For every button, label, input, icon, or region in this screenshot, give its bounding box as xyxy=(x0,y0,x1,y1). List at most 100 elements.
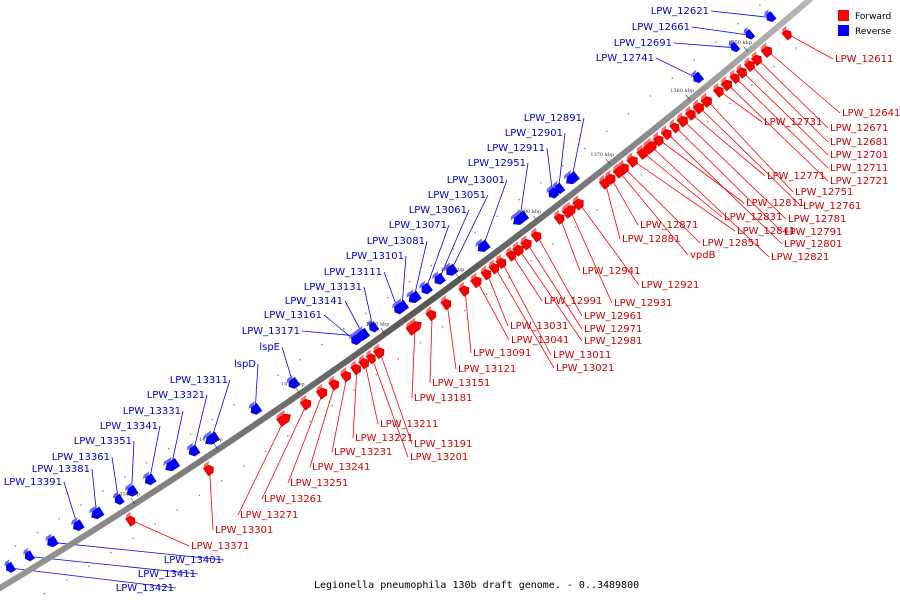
forward-gene[interactable] xyxy=(504,246,518,262)
reverse-gene[interactable] xyxy=(43,533,59,548)
track-marker xyxy=(729,102,731,105)
reverse-gene[interactable] xyxy=(161,456,181,474)
forward-gene[interactable] xyxy=(339,367,353,383)
forward-gene[interactable] xyxy=(327,375,341,391)
forward-gene[interactable] xyxy=(560,200,578,219)
reverse-gene[interactable] xyxy=(88,505,105,522)
forward-gene-label: LPW_13271 xyxy=(240,510,298,521)
forward-gene[interactable] xyxy=(469,272,484,289)
reverse-gene[interactable] xyxy=(545,185,560,200)
forward-gene[interactable] xyxy=(759,42,774,59)
track-marker xyxy=(110,551,112,554)
forward-gene[interactable] xyxy=(659,125,674,141)
reverse-gene[interactable] xyxy=(123,483,139,499)
reverse-gene-label: LPW_13391 xyxy=(4,477,62,488)
reverse-gene-label: LPW_12741 xyxy=(596,53,654,64)
forward-gene[interactable] xyxy=(364,349,378,365)
forward-gene[interactable] xyxy=(603,169,618,186)
forward-gene[interactable] xyxy=(529,227,543,243)
reverse-gene[interactable] xyxy=(2,559,16,574)
reverse-gene[interactable] xyxy=(285,375,301,391)
forward-gene[interactable] xyxy=(124,511,137,527)
forward-gene[interactable] xyxy=(487,259,501,275)
reverse-gene[interactable] xyxy=(509,208,530,227)
tick-label: 1380 kbp xyxy=(518,209,542,215)
reverse-gene[interactable] xyxy=(365,319,380,334)
forward-gene[interactable] xyxy=(479,265,493,281)
forward-gene[interactable] xyxy=(780,25,794,41)
reverse-gene[interactable] xyxy=(473,237,491,254)
forward-gene[interactable] xyxy=(675,111,690,128)
track-marker xyxy=(145,462,148,464)
forward-gene[interactable] xyxy=(275,409,293,427)
forward-gene[interactable] xyxy=(699,92,714,109)
reverse-gene[interactable] xyxy=(430,271,446,287)
reverse-gene[interactable] xyxy=(111,491,125,507)
tick-mark xyxy=(213,443,219,450)
forward-gene[interactable] xyxy=(315,383,330,400)
forward-gene[interactable] xyxy=(457,281,471,297)
forward-gene[interactable] xyxy=(357,354,371,370)
gene-labels: LPW_12621 LPW_12661 LPW_12691 LPW_12741 LPW_… xyxy=(4,6,900,594)
forward-gene[interactable] xyxy=(571,194,586,211)
forward-gene-label: LPW_12991 xyxy=(544,296,602,307)
reverse-gene[interactable] xyxy=(141,471,157,487)
forward-gene-label: LPW_12881 xyxy=(622,234,680,245)
reverse-gene[interactable] xyxy=(390,301,405,316)
forward-gene[interactable] xyxy=(742,56,757,72)
reverse-gene[interactable] xyxy=(405,289,422,306)
reverse-gene-label: LPW_13061 xyxy=(409,205,467,216)
reverse-gene-label: lspE xyxy=(259,342,280,353)
forward-gene-label: LPW_13221 xyxy=(355,433,413,444)
forward-gene[interactable] xyxy=(552,209,566,225)
forward-gene-label: LPW_13211 xyxy=(380,419,438,430)
track-marker xyxy=(441,326,444,328)
forward-gene-label: LPW_12811 xyxy=(746,198,804,209)
forward-gene[interactable] xyxy=(734,63,749,79)
forward-gene-label: LPW_12701 xyxy=(830,150,888,161)
reverse-gene-label: LPW_13071 xyxy=(389,220,447,231)
forward-gene[interactable] xyxy=(372,343,387,360)
tick-label: 1430 kbp xyxy=(116,491,140,497)
reverse-gene[interactable] xyxy=(417,280,433,296)
track-marker xyxy=(287,435,289,438)
reverse-gene[interactable] xyxy=(742,26,756,41)
forward-gene[interactable] xyxy=(202,460,216,477)
forward-gene[interactable] xyxy=(625,152,640,168)
reverse-gene[interactable] xyxy=(762,9,777,23)
reverse-gene-label: LPW_13161 xyxy=(264,310,322,321)
reverse-gene[interactable] xyxy=(727,39,741,53)
forward-gene[interactable] xyxy=(519,234,534,251)
forward-gene[interactable] xyxy=(691,98,706,115)
forward-gene[interactable] xyxy=(597,174,611,190)
forward-gene[interactable] xyxy=(424,305,438,322)
forward-gene-label: LPW_12801 xyxy=(784,239,842,250)
forward-gene[interactable] xyxy=(711,82,726,98)
reverse-gene[interactable] xyxy=(201,429,220,447)
reverse-gene[interactable] xyxy=(69,517,85,532)
forward-gene[interactable] xyxy=(611,163,626,179)
forward-gene-label: LPW_13201 xyxy=(410,452,468,463)
forward-gene[interactable] xyxy=(404,316,424,336)
reverse-gene[interactable] xyxy=(352,327,369,344)
forward-gene[interactable] xyxy=(439,294,453,311)
forward-gene[interactable] xyxy=(668,118,682,134)
forward-gene-label: LPW_12851 xyxy=(702,238,760,249)
forward-gene[interactable] xyxy=(719,75,734,92)
forward-gene[interactable] xyxy=(494,253,508,270)
reverse-gene[interactable] xyxy=(562,169,580,186)
forward-gene[interactable] xyxy=(298,394,313,411)
forward-gene[interactable] xyxy=(651,131,666,147)
reverse-gene[interactable] xyxy=(247,401,263,417)
reverse-gene[interactable] xyxy=(689,69,705,85)
forward-gene[interactable] xyxy=(683,105,698,121)
forward-gene[interactable] xyxy=(511,241,526,257)
forward-gene[interactable] xyxy=(749,50,764,67)
forward-gene[interactable] xyxy=(349,359,363,376)
reverse-gene[interactable] xyxy=(442,262,459,278)
forward-gene-label: vpdB xyxy=(690,250,716,261)
forward-gene[interactable] xyxy=(635,144,650,160)
forward-gene[interactable] xyxy=(728,69,742,85)
reverse-gene[interactable] xyxy=(21,547,35,563)
reverse-gene[interactable] xyxy=(185,442,201,458)
